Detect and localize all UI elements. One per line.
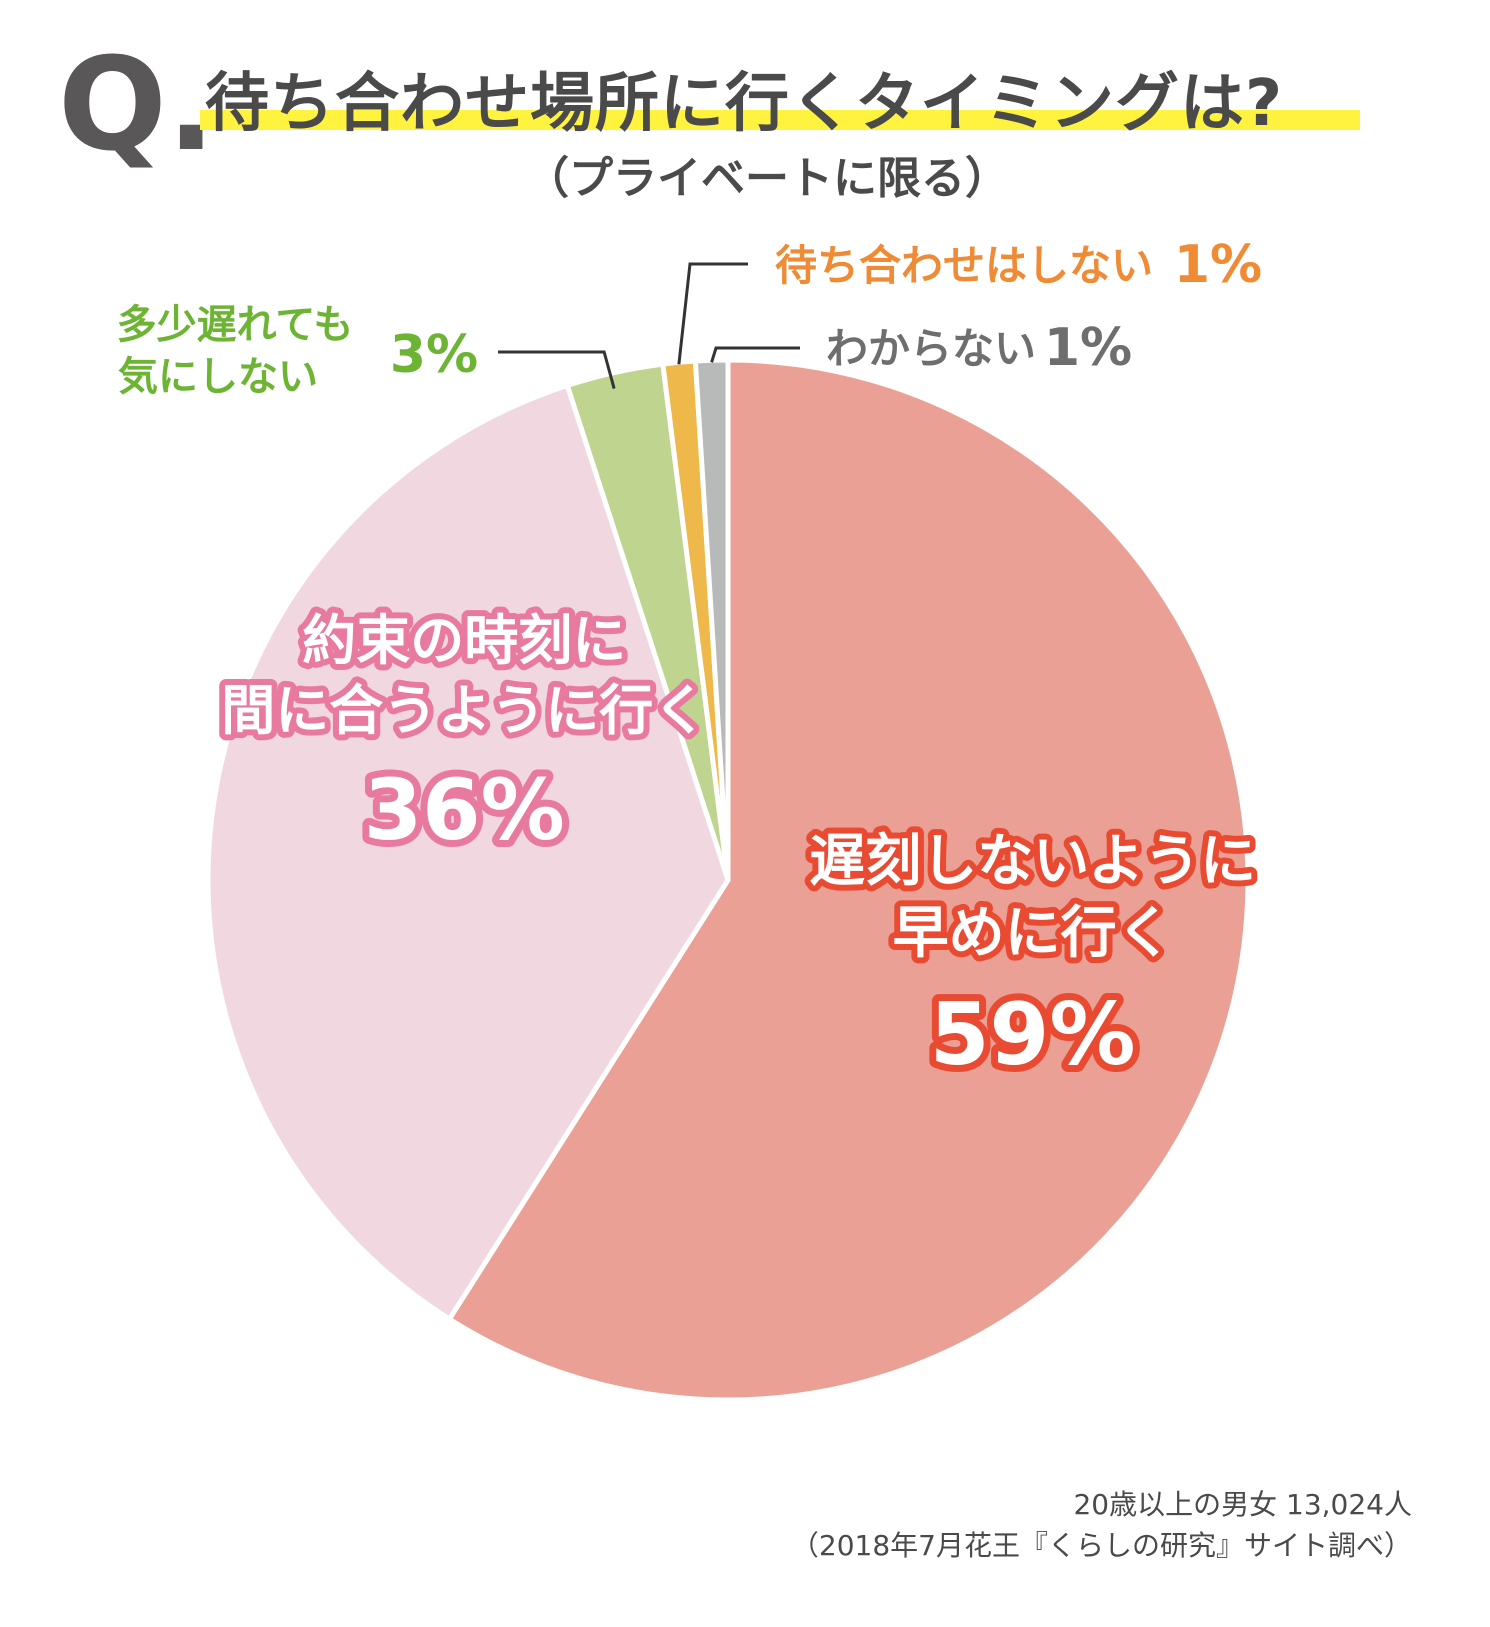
pie-slice-on-time	[205, 382, 731, 1322]
slice-pct-slightly-late: 3%	[390, 325, 478, 385]
source-note: （2018年7月花王『くらしの研究』サイト調べ）	[790, 1529, 1412, 1562]
pie-slices	[205, 357, 1251, 1403]
sample-note: 20歳以上の男女 13,024人	[1073, 1488, 1412, 1521]
slice-label-late-avoid: 遅刻しないように	[809, 829, 1256, 894]
slice-pct-no-meetup: 1%	[1174, 235, 1262, 295]
slice-label-slightly-late: 多少遅れても	[117, 302, 354, 348]
leader-line-unknown	[710, 346, 800, 363]
pie-slice-late-avoid	[446, 357, 1251, 1403]
slice-label-late-avoid: 早めに行く	[893, 901, 1173, 966]
leader-line-slightly-late	[498, 350, 616, 389]
slice-label-slightly-late: 気にしない	[118, 354, 318, 400]
leader-line-no-meetup	[677, 262, 748, 365]
slice-pct-unknown: 1%	[1044, 318, 1132, 378]
slice-label-on-time: 約束の時刻に	[302, 609, 626, 672]
chart-subtitle: （プライベートに限る）	[525, 153, 1009, 204]
slice-label-no-meetup: 待ち合わせはしない	[775, 241, 1153, 290]
slice-pct-on-time: 36%	[364, 761, 565, 859]
question-mark-label: Q.	[58, 31, 216, 180]
slice-label-unknown: わからない	[826, 324, 1036, 373]
leader-lines	[498, 262, 800, 389]
slice-label-on-time: 間に合うように行く	[221, 679, 707, 742]
title-highlight	[200, 110, 1360, 130]
chart-title: 待ち合わせ場所に行くタイミングは?	[205, 67, 1284, 141]
slice-pct-late-avoid: 59%	[930, 985, 1136, 1085]
